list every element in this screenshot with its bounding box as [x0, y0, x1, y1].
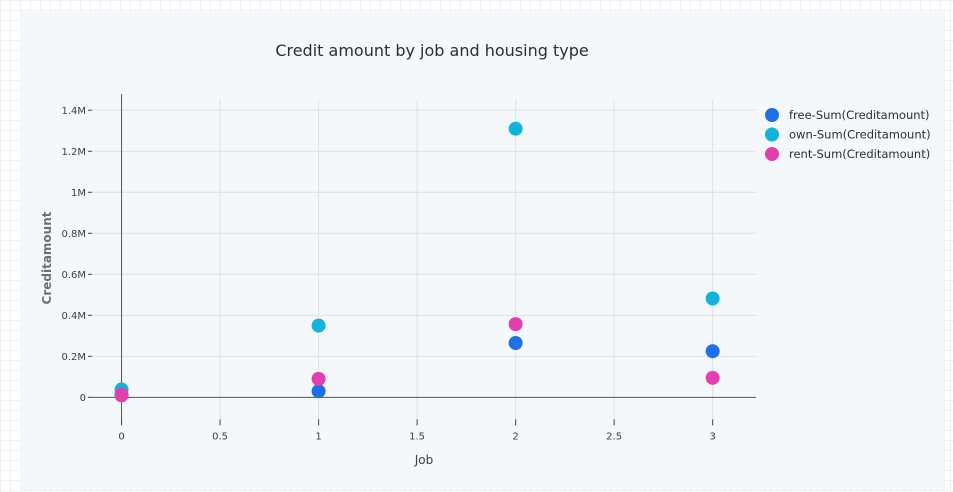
data-point[interactable]	[508, 336, 523, 350]
axes	[92, 94, 756, 424]
x-tick-label: 2.5	[606, 431, 622, 442]
legend-item[interactable]: rent-Sum(Creditamount)	[765, 147, 930, 161]
x-axis-ticks: 0 0.5 1 1.5 2 2.5 3	[118, 419, 716, 442]
y-tick-label: 0.6M	[61, 270, 86, 281]
x-tick-label: 1	[315, 431, 321, 442]
x-tick-label: 0.5	[212, 431, 228, 442]
legend-marker	[765, 108, 779, 122]
data-point[interactable]	[508, 121, 523, 136]
data-point[interactable]	[311, 384, 326, 399]
y-tick-label: 0.4M	[61, 311, 86, 322]
chart-title: Credit amount by job and housing type	[275, 41, 588, 60]
data-point[interactable]	[311, 318, 326, 333]
scatter-chart: 0 0.5 1 1.5 2 2.5 3 0 0.2M 0.4M 0.6M 0.8M 1M 1.2M 1.4…	[40, 41, 931, 467]
chart-panel: 0 0.5 1 1.5 2 2.5 3 0 0.2M 0.4M 0.6M 0.8M 1M 1.2M 1.4…	[20, 12, 945, 490]
x-tick-label: 2	[512, 431, 518, 442]
y-tick-label: 1.4M	[61, 106, 86, 117]
data-point[interactable]	[705, 291, 720, 306]
legend-item[interactable]: free-Sum(Creditamount)	[765, 108, 930, 122]
y-tick-label: 1M	[71, 188, 86, 199]
y-tick-label: 1.2M	[61, 147, 86, 158]
legend-label: own-Sum(Creditamount)	[789, 128, 931, 142]
x-axis-title: Job	[414, 453, 434, 467]
legend-marker	[765, 147, 779, 161]
y-axis-title: Creditamount	[40, 211, 54, 304]
legend-label: free-Sum(Creditamount)	[789, 108, 930, 122]
legend-label: rent-Sum(Creditamount)	[789, 147, 930, 161]
legend-marker	[765, 127, 779, 142]
y-axis-ticks: 0 0.2M 0.4M 0.6M 0.8M 1M 1.2M 1.4M	[61, 106, 92, 404]
data-point[interactable]	[508, 317, 523, 332]
data-point[interactable]	[311, 371, 326, 386]
x-tick-label: 0	[118, 431, 124, 442]
data-point[interactable]	[114, 387, 129, 402]
data-point[interactable]	[705, 344, 720, 359]
x-tick-label: 1.5	[409, 431, 425, 442]
x-tick-label: 3	[709, 431, 715, 442]
data-points	[114, 121, 720, 403]
data-point[interactable]	[705, 370, 720, 385]
y-tick-label: 0	[80, 393, 86, 404]
y-tick-label: 0.8M	[61, 229, 86, 240]
y-tick-label: 0.2M	[61, 352, 86, 363]
legend[interactable]: free-Sum(Creditamount) own-Sum(Creditamou…	[765, 108, 931, 161]
legend-item[interactable]: own-Sum(Creditamount)	[765, 127, 931, 142]
grid-lines	[92, 100, 756, 424]
